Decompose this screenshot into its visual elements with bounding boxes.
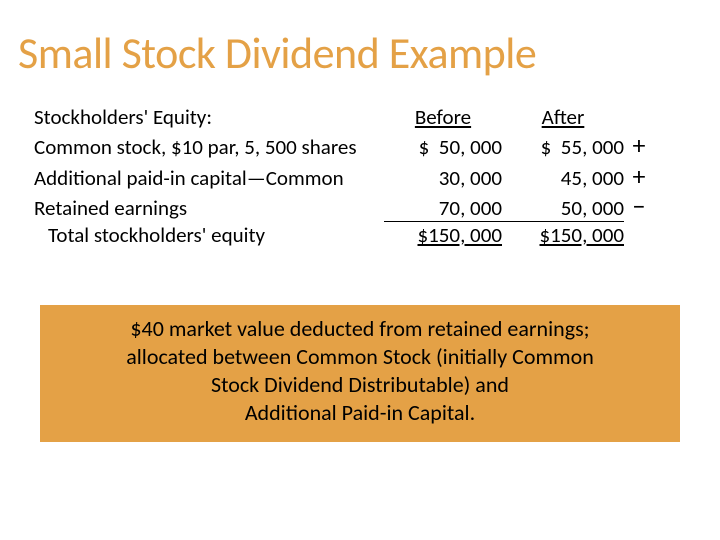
- table-row: Additional paid-in capital—Common 30, 00…: [34, 161, 692, 191]
- cell-before: 70, 000: [384, 195, 502, 222]
- cell-after: 50, 000: [502, 195, 624, 222]
- symbol-spacer: [624, 122, 654, 124]
- total-label: Total stockholders' equity: [34, 222, 384, 248]
- total-before: $150, 000: [384, 222, 502, 248]
- table-header-row: Stockholders' Equity: Before After: [34, 104, 692, 130]
- table-row: Common stock, $10 par, 5, 500 shares $ 5…: [34, 130, 692, 160]
- minus-icon: −: [624, 191, 654, 219]
- callout-text: $40 market value deducted from retained …: [40, 305, 680, 442]
- column-header-before: Before: [384, 104, 502, 130]
- section-heading: Stockholders' Equity:: [34, 104, 384, 130]
- row-label: Retained earnings: [34, 195, 384, 221]
- callout-line: allocated between Common Stock (initiall…: [50, 343, 670, 371]
- equity-table: Stockholders' Equity: Before After Commo…: [0, 80, 720, 248]
- cell-before: 30, 000: [384, 165, 502, 191]
- cell-before: $ 50, 000: [384, 134, 502, 160]
- callout-line: $40 market value deducted from retained …: [50, 315, 670, 343]
- plus-icon: +: [624, 161, 654, 189]
- cell-after: 45, 000: [502, 165, 624, 191]
- symbol-spacer: [624, 240, 654, 242]
- slide-title: Small Stock Dividend Example: [0, 0, 720, 80]
- table-row: Retained earnings 70, 000 50, 000 −: [34, 191, 692, 222]
- table-total-row: Total stockholders' equity $150, 000 $15…: [34, 222, 692, 248]
- plus-icon: +: [624, 130, 654, 158]
- row-label: Additional paid-in capital—Common: [34, 165, 384, 191]
- total-after: $150, 000: [502, 222, 624, 248]
- column-header-after: After: [502, 104, 624, 130]
- callout-line: Stock Dividend Distributable) and: [50, 371, 670, 399]
- row-label: Common stock, $10 par, 5, 500 shares: [34, 134, 384, 160]
- cell-after: $ 55, 000: [502, 134, 624, 160]
- callout-box: $40 market value deducted from retained …: [40, 305, 680, 442]
- callout-line: Additional Paid-in Capital.: [50, 399, 670, 427]
